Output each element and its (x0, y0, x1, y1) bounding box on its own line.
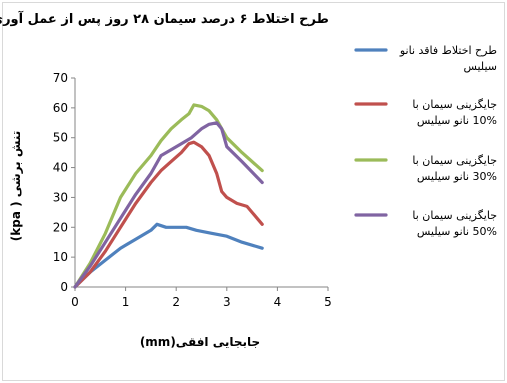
y-tick-label: 10 (53, 250, 68, 264)
y-tick-label: 70 (53, 71, 68, 85)
x-tick-label: 0 (71, 295, 79, 309)
x-tick-label: 3 (223, 295, 231, 309)
legend-label: جایگزینی سیمان با 50% نانو سیلیس (412, 209, 497, 238)
series-line-1 (73, 222, 264, 289)
legend-item-4: جایگزینی سیمان با 50% نانو سیلیس (354, 209, 497, 238)
legend-label: جایگزینی سیمان با 10% نانو سیلیس (412, 98, 497, 127)
y-tick-label: 60 (53, 101, 68, 115)
x-tick-label: 5 (324, 295, 332, 309)
legend-item-3: جایگزینی سیمان با 30% نانو سیلیس (354, 154, 497, 183)
plot-area: 0 10 20 30 40 50 60 70 0 1 2 3 4 5 (53, 71, 332, 309)
y-tick-label: 20 (53, 220, 68, 234)
legend-label: طرح اختلاط فاقد نانو سیلیس (399, 44, 497, 73)
x-tick-label: 2 (172, 295, 180, 309)
y-axis-title: تنش برشی ( kpa) (9, 131, 23, 241)
legend-label-line: طرح اختلاط فاقد نانو (399, 44, 497, 57)
legend-label-line: 30% نانو سیلیس (417, 170, 497, 183)
legend-label-line: 50% نانو سیلیس (417, 225, 497, 238)
y-tick-label: 0 (60, 280, 68, 294)
legend-label-line: 10% نانو سیلیس (417, 114, 497, 127)
series-line-2 (73, 140, 264, 289)
chart-title: طرح اختلاط ۶ درصد سیمان ۲۸ روز پس از عمل… (0, 10, 329, 27)
x-tick-label: 1 (122, 295, 130, 309)
y-tick-label: 30 (53, 190, 68, 204)
series-line-3 (73, 103, 264, 289)
legend-label-line: سیلیس (463, 60, 497, 73)
x-tick-label: 4 (274, 295, 282, 309)
series-line-4 (73, 121, 264, 289)
legend-label-line: جایگزینی سیمان با (412, 154, 497, 167)
legend: طرح اختلاط فاقد نانو سیلیس جایگزینی سیمان … (354, 44, 497, 238)
x-axis-title: جابجایی افقی(mm) (140, 335, 260, 349)
legend-label: جایگزینی سیمان با 30% نانو سیلیس (412, 154, 497, 183)
legend-item-2: جایگزینی سیمان با 10% نانو سیلیس (354, 98, 497, 127)
y-tick-label: 40 (53, 161, 68, 175)
legend-item-1: طرح اختلاط فاقد نانو سیلیس (354, 44, 497, 73)
legend-label-line: جایگزینی سیمان با (412, 98, 497, 111)
y-tick-label: 50 (53, 131, 68, 145)
legend-label-line: جایگزینی سیمان با (412, 209, 497, 222)
